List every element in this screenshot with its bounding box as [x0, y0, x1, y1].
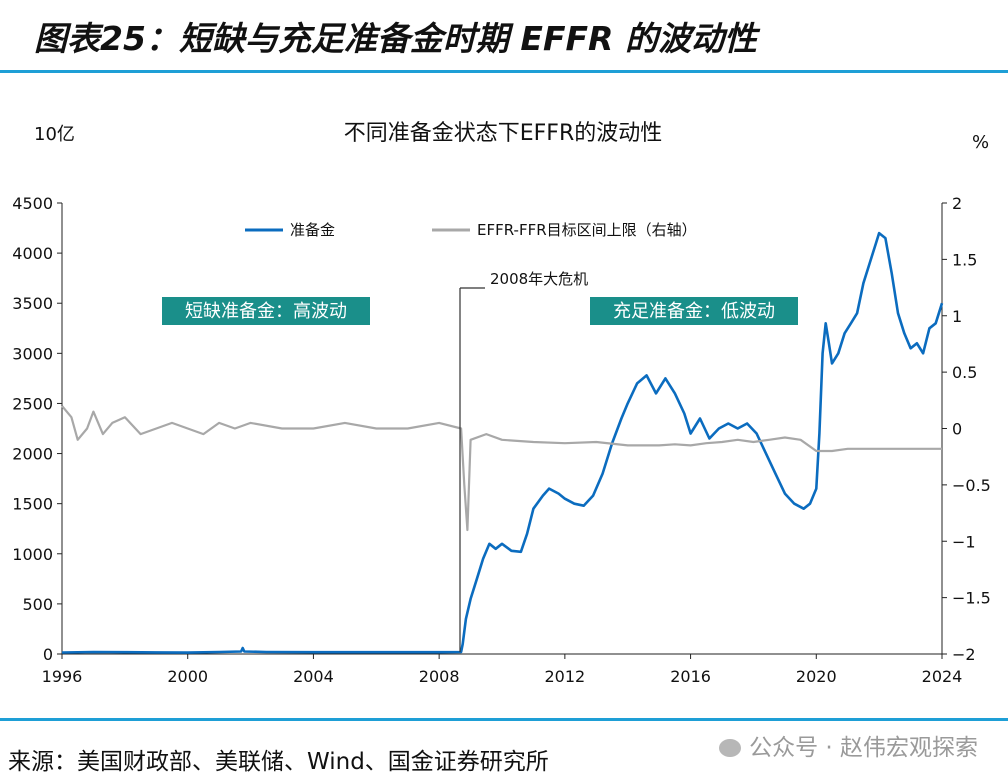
dual-axis-line-chart: 不同准备金状态下EFFR的波动性 10亿 % 准备金 EFFR-FFR目标区间上…	[12, 121, 991, 686]
footer-rule	[0, 718, 1008, 721]
y-right-tick-label: −2	[952, 645, 976, 664]
x-tick-label: 2016	[670, 667, 711, 686]
watermark: 公众号 · 赵伟宏观探索	[719, 728, 978, 762]
effr-spread-series-line	[61, 405, 942, 532]
y-left-tick-label: 4000	[12, 244, 53, 263]
x-tick-label: 2008	[419, 667, 460, 686]
y-right-unit-label: %	[972, 132, 989, 153]
title-rule	[0, 70, 1008, 73]
y-left-tick-label: 2500	[12, 394, 53, 413]
x-tick-label: 2012	[544, 667, 585, 686]
x-tick-label: 2004	[293, 667, 334, 686]
x-tick-label: 2020	[796, 667, 837, 686]
y-right-tick-label: 2	[952, 194, 962, 213]
y-right-tick-label: 0.5	[952, 363, 977, 382]
crisis-annotation: 2008年大危机	[490, 270, 588, 288]
ample-reserves-label: 充足准备金：低波动	[613, 301, 775, 322]
source-note: 来源：美国财政部、美联储、Wind、国金证券研究所	[8, 749, 549, 775]
watermark-text: 公众号 · 赵伟宏观探索	[749, 735, 978, 761]
y-left-tick-label: 3500	[12, 294, 53, 313]
reserves-series-line	[61, 231, 944, 654]
x-tick-label: 2024	[922, 667, 963, 686]
y-left-tick-label: 4500	[12, 194, 53, 213]
scarce-reserves-box	[162, 297, 370, 325]
x-tick-label: 2000	[167, 667, 208, 686]
y-left-tick-label: 500	[22, 595, 53, 614]
chart-title: 不同准备金状态下EFFR的波动性	[344, 121, 663, 146]
legend-label-reserves: 准备金	[290, 221, 335, 239]
x-tick-label: 1996	[42, 667, 83, 686]
plot-area: 0 500 1000 1500 2000 2500 3000 3500 4000 4500 −2 −1…	[12, 194, 991, 686]
ample-reserves-box	[590, 297, 798, 325]
y-right-tick-label: −1	[952, 532, 976, 551]
y-left-tick-label: 3000	[12, 344, 53, 363]
wechat-icon	[719, 739, 742, 757]
y-left-tick-label: 1500	[12, 495, 53, 514]
y-right-tick-label: 0	[952, 420, 962, 439]
y-right-tick-label: 1.5	[952, 250, 977, 269]
y-left-tick-label: 0	[43, 645, 53, 664]
figure-title: 图表25：短缺与充足准备金时期 EFFR 的波动性	[34, 19, 757, 58]
y-left-tick-label: 1000	[12, 545, 53, 564]
y-left-unit-label: 10亿	[34, 124, 75, 145]
y-left-tick-label: 2000	[12, 445, 53, 464]
y-right-tick-label: 1	[952, 307, 962, 326]
scarce-reserves-label: 短缺准备金：高波动	[185, 301, 347, 322]
legend-label-effr: EFFR-FFR目标区间上限（右轴）	[477, 221, 697, 239]
y-right-tick-label: −0.5	[952, 476, 991, 495]
y-right-tick-label: −1.5	[952, 589, 991, 608]
